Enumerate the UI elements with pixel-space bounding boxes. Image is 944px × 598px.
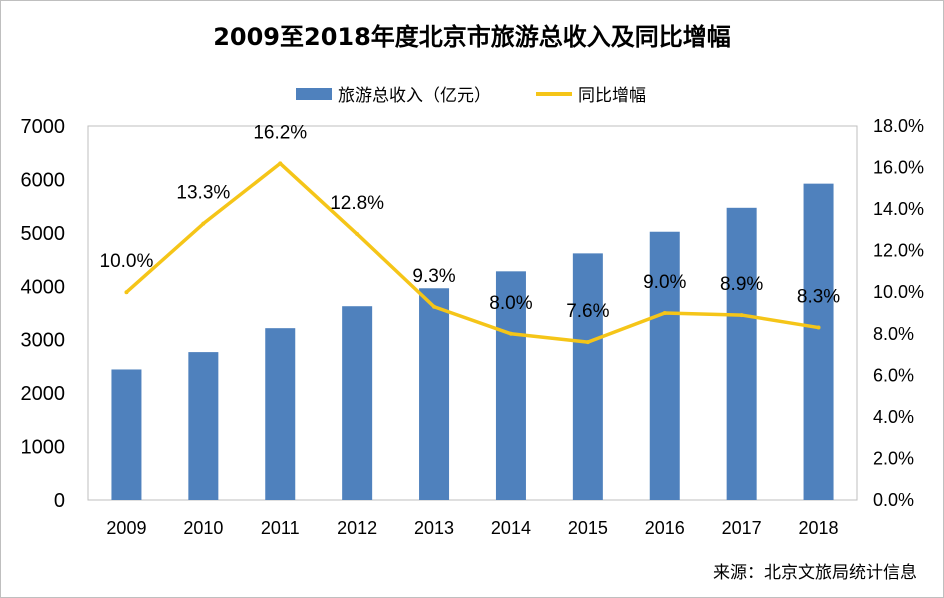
x-tick-label: 2012: [337, 518, 377, 538]
legend: 旅游总收入（亿元） 同比增幅: [296, 86, 646, 106]
left-tick-label: 6000: [21, 169, 66, 191]
x-tick-label: 2015: [568, 518, 608, 538]
growth-line: [125, 161, 819, 344]
line-series: [124, 161, 821, 345]
x-tick-label: 2009: [106, 518, 146, 538]
bar: [188, 352, 219, 500]
growth-point: [355, 232, 360, 237]
growth-data-label: 9.3%: [412, 266, 455, 287]
right-tick-label: 12.0%: [873, 241, 924, 261]
growth-point: [662, 311, 667, 315]
bar: [111, 369, 142, 500]
right-tick-label: 8.0%: [873, 324, 914, 344]
bar: [495, 271, 526, 500]
bar: [803, 183, 834, 501]
bar: [265, 328, 296, 500]
bar: [342, 306, 373, 500]
right-tick-label: 4.0%: [873, 407, 914, 427]
growth-data-label: 7.6%: [566, 301, 609, 322]
data-labels: 10.0% 13.3% 16.2% 12.8% 9.3% 8.0% 7.6% 9.0% 8.9%…: [100, 122, 841, 322]
right-tick-label: 2.0%: [873, 448, 914, 468]
x-tick-label: 2011: [261, 518, 300, 538]
growth-data-label: 13.3%: [176, 183, 230, 204]
right-axis: 0.0% 2.0% 4.0% 6.0% 8.0% 10.0% 12.0% 14.0% 16.0%…: [873, 116, 924, 510]
legend-swatch-bar: [296, 88, 332, 100]
right-tick-label: 6.0%: [873, 365, 914, 385]
source-note: 来源：北京文旅局统计信息: [713, 563, 917, 583]
growth-point: [201, 221, 206, 226]
growth-point: [739, 313, 744, 318]
growth-data-label: 10.0%: [100, 251, 154, 272]
growth-point: [432, 304, 437, 309]
bar: [572, 253, 603, 500]
growth-point: [816, 325, 821, 330]
x-tick-label: 2016: [645, 518, 685, 538]
left-tick-label: 1000: [21, 437, 66, 459]
chart-title: 2009至2018年度北京市旅游总收入及同比增幅: [213, 23, 731, 51]
left-axis: 0 1000 2000 3000 4000 5000 6000 7000: [21, 116, 66, 512]
growth-point: [585, 340, 590, 345]
growth-data-label: 8.9%: [720, 274, 763, 295]
left-tick-label: 5000: [21, 223, 66, 245]
x-tick-label: 2017: [722, 518, 762, 538]
x-tick-label: 2013: [414, 518, 454, 538]
x-tick-label: 2014: [491, 518, 531, 538]
plot-area-border: [87, 125, 858, 501]
left-tick-label: 3000: [21, 330, 66, 352]
x-tick-label: 2018: [799, 518, 839, 538]
x-tick-label: 2010: [183, 518, 223, 538]
bar-series: [111, 183, 834, 501]
growth-point: [508, 331, 513, 336]
bar: [419, 288, 450, 500]
bar: [649, 231, 680, 500]
right-tick-label: 16.0%: [873, 158, 924, 178]
legend-label-line: 同比增幅: [578, 86, 646, 106]
growth-data-label: 8.0%: [489, 293, 532, 314]
growth-point: [124, 290, 129, 295]
growth-data-label: 16.2%: [253, 122, 307, 143]
left-tick-label: 2000: [21, 383, 66, 405]
left-tick-label: 4000: [21, 276, 66, 298]
growth-data-label: 9.0%: [643, 272, 686, 293]
right-tick-label: 14.0%: [873, 199, 924, 219]
x-axis: 2009 2010 2011 2012 2013 2014 2015 2016 2017 2018: [106, 518, 838, 538]
growth-point: [278, 161, 283, 166]
right-tick-label: 18.0%: [873, 116, 924, 136]
growth-data-label: 12.8%: [330, 193, 384, 214]
left-tick-label: 0: [54, 490, 65, 512]
right-tick-label: 10.0%: [873, 282, 924, 302]
legend-label-bar: 旅游总收入（亿元）: [338, 86, 491, 106]
right-tick-label: 0.0%: [873, 490, 914, 510]
left-tick-label: 7000: [21, 116, 66, 138]
bar: [726, 207, 757, 501]
growth-data-label: 8.3%: [797, 287, 840, 308]
